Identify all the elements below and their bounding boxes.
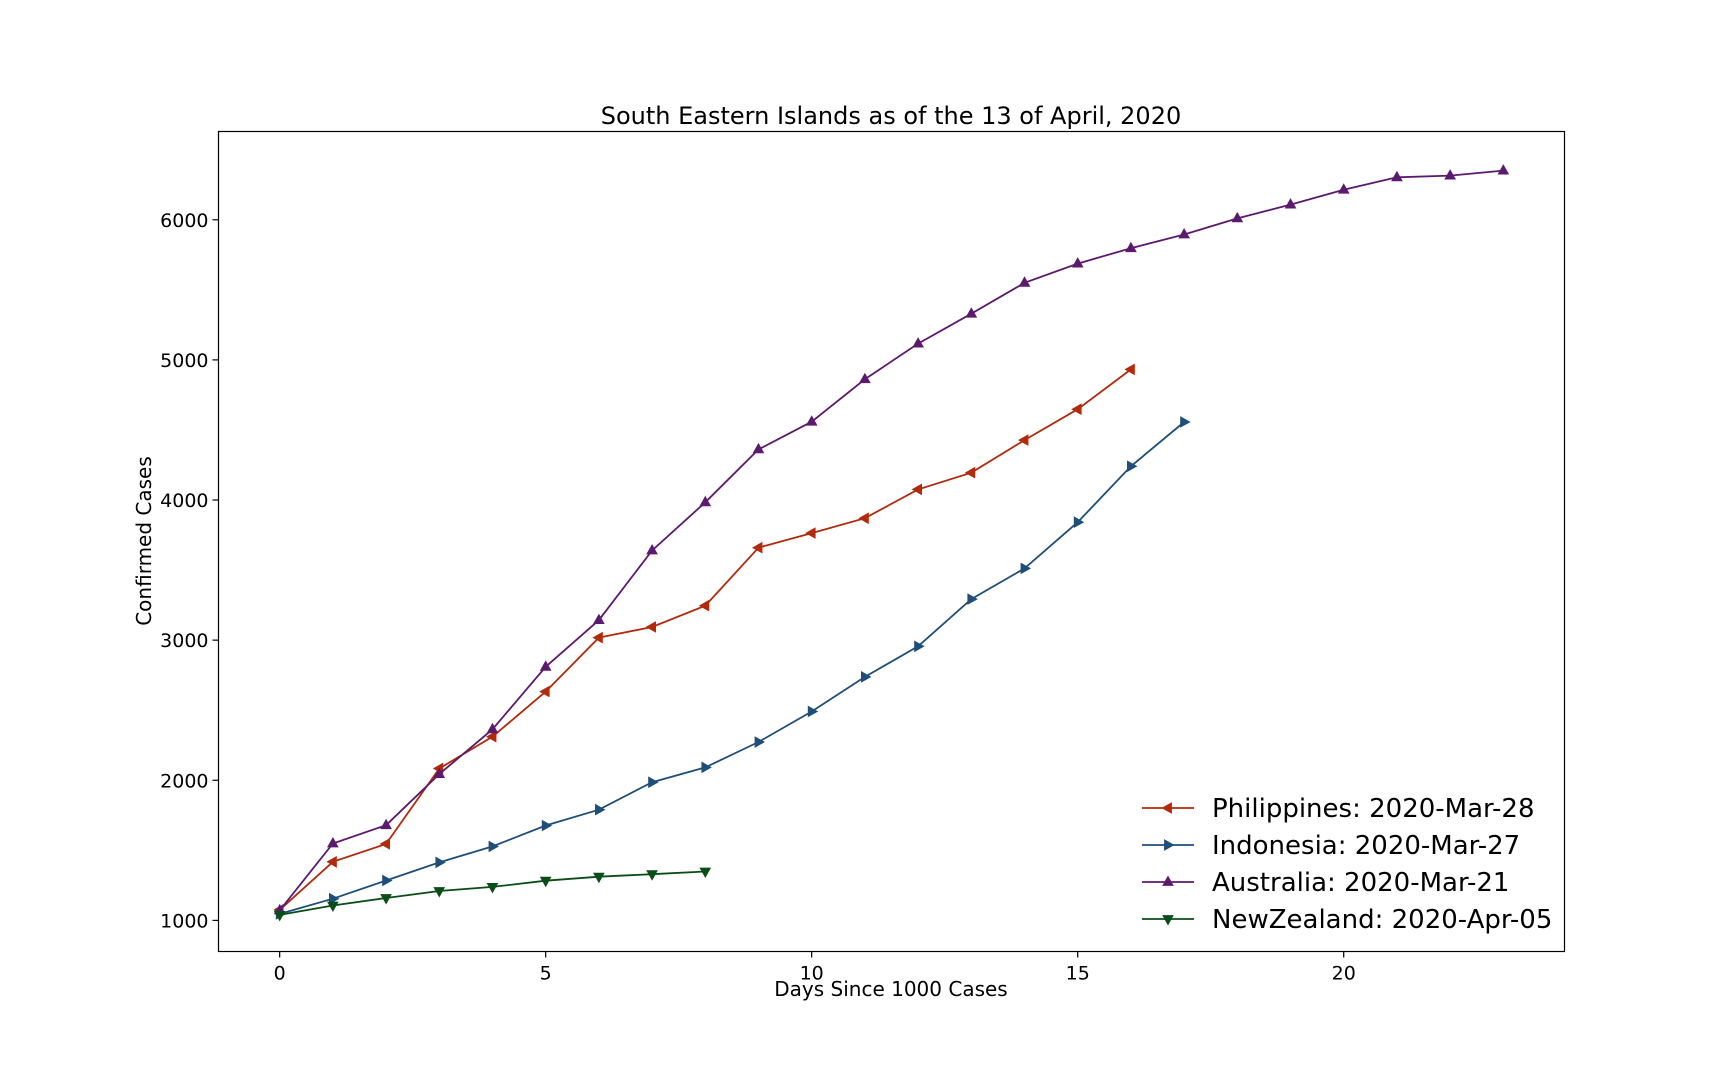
- data-point: [1073, 516, 1085, 528]
- plot-area: [273, 164, 1510, 922]
- data-point: [1391, 170, 1403, 182]
- data-point: [435, 856, 446, 869]
- data-point: [646, 544, 658, 555]
- data-point: [593, 613, 605, 624]
- y-tick-label: 3000: [160, 630, 208, 652]
- series-line: [279, 421, 1185, 915]
- data-point: [273, 911, 286, 922]
- data-point: [912, 337, 924, 348]
- data-point: [754, 736, 765, 748]
- legend-label: NewZealand: 2020-Apr-05: [1212, 905, 1552, 935]
- x-tick-label: 20: [1332, 963, 1356, 985]
- data-point: [1127, 460, 1138, 473]
- data-point: [859, 372, 871, 384]
- y-tick-label: 5000: [160, 350, 208, 372]
- series-2: [273, 164, 1510, 915]
- legend-label: Australia: 2020-Mar-21: [1212, 868, 1509, 898]
- data-point: [752, 442, 765, 454]
- data-point: [914, 640, 925, 653]
- x-tick-label: 5: [540, 963, 552, 985]
- data-point: [486, 730, 497, 743]
- legend: Philippines: 2020-Mar-28 Indonesia: 2020-…: [1142, 794, 1552, 935]
- legend-marker: [1162, 875, 1174, 886]
- data-point: [380, 894, 392, 905]
- data-point: [1018, 276, 1031, 287]
- data-point: [539, 660, 552, 671]
- data-point: [593, 872, 605, 884]
- data-point: [964, 466, 976, 479]
- x-tick-label: 10: [800, 963, 824, 985]
- data-point: [1178, 228, 1190, 239]
- data-point: [965, 307, 978, 318]
- chart-title: South Eastern Islands as of the 13 of Ap…: [601, 102, 1182, 130]
- data-point: [858, 512, 869, 525]
- data-point: [329, 892, 340, 905]
- series-line: [278, 169, 1504, 911]
- data-point: [807, 705, 819, 718]
- x-tick-label: 15: [1066, 963, 1090, 985]
- y-tick-label: 1000: [160, 910, 208, 932]
- data-point: [380, 818, 392, 830]
- data-point: [382, 874, 393, 887]
- x-tick-label: 0: [274, 963, 286, 985]
- y-tick-label: 6000: [160, 210, 208, 232]
- series-0: [273, 363, 1135, 916]
- data-point: [1020, 562, 1031, 575]
- data-point: [1337, 183, 1350, 194]
- y-axis: 1000 2000 3000 4000 5000 6000: [160, 210, 219, 932]
- data-point: [699, 867, 712, 878]
- data-point: [327, 837, 339, 848]
- data-point: [486, 883, 499, 894]
- data-point: [805, 527, 816, 539]
- data-point: [1180, 416, 1191, 428]
- data-point: [698, 599, 710, 612]
- x-axis-label: Days Since 1000 Cases: [774, 977, 1007, 1001]
- plot-frame: [217, 130, 1566, 953]
- legend-label: Philippines: 2020-Mar-28: [1212, 794, 1535, 824]
- data-point: [648, 776, 659, 789]
- data-point: [1071, 403, 1082, 416]
- data-point: [592, 631, 603, 644]
- legend-marker: [1162, 915, 1174, 926]
- data-point: [1125, 241, 1137, 253]
- data-point: [433, 767, 446, 778]
- data-point: [379, 838, 390, 850]
- data-point: [861, 671, 872, 683]
- data-point: [645, 621, 656, 633]
- data-point: [486, 722, 499, 734]
- data-point: [326, 856, 337, 868]
- data-point: [595, 803, 606, 816]
- data-point: [646, 870, 658, 881]
- data-point: [699, 495, 712, 507]
- data-point: [1284, 198, 1297, 209]
- y-tick-label: 4000: [160, 490, 208, 512]
- data-point: [701, 761, 712, 774]
- data-point: [1018, 434, 1029, 446]
- y-tick-label: 2000: [160, 770, 208, 792]
- data-point: [539, 876, 552, 888]
- data-point: [488, 840, 499, 853]
- series-3: [273, 867, 712, 922]
- legend-marker: [1164, 839, 1175, 851]
- data-point: [911, 483, 922, 496]
- data-point: [539, 685, 550, 698]
- y-axis-label: Confirmed Cases: [132, 456, 156, 626]
- data-point: [327, 901, 339, 912]
- data-point: [1444, 169, 1456, 180]
- data-point: [805, 415, 818, 426]
- data-point: [433, 887, 446, 898]
- legend-label: Indonesia: 2020-Mar-27: [1212, 831, 1520, 861]
- data-point: [1071, 257, 1084, 268]
- data-point: [1497, 164, 1510, 175]
- legend-marker: [1161, 802, 1172, 814]
- data-point: [967, 593, 978, 605]
- data-point: [541, 819, 553, 832]
- data-point: [1231, 211, 1244, 223]
- data-point: [752, 541, 763, 554]
- data-point: [1124, 363, 1135, 376]
- x-axis: 0 5 10 15 20: [274, 951, 1356, 985]
